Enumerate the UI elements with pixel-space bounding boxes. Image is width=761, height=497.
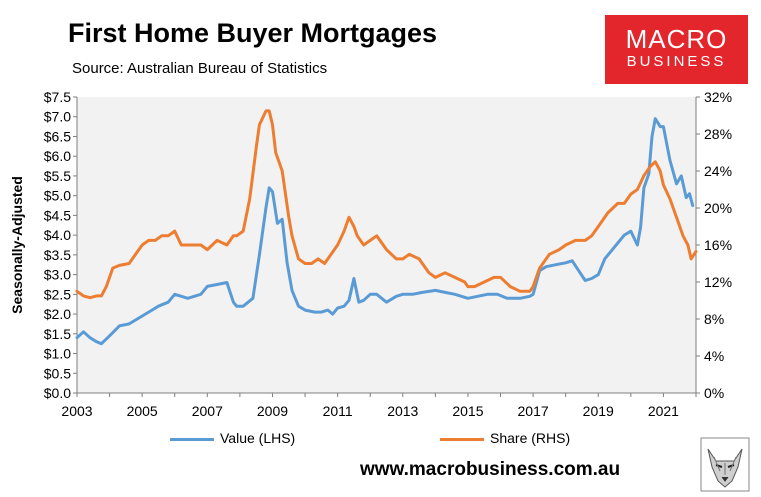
y2-tick-label: 32%	[704, 89, 732, 105]
y2-tick-label: 16%	[704, 237, 732, 253]
y2-tick-label: 20%	[704, 200, 732, 216]
y-tick-label: $1.0	[44, 346, 71, 362]
y-axis-label: Seasonally-Adjusted	[9, 176, 25, 314]
chart: Seasonally-Adjusted $0.0 $0.5 $1.0 $1.5 $2.0…	[9, 89, 732, 419]
y2-tick-label: 8%	[704, 311, 724, 327]
value-series-line	[75, 117, 695, 346]
x-axis-ticks: 2003 2005 2007 2009 2011 2013 2015 2017 2019 2021	[61, 393, 697, 419]
y-tick-label: $2.0	[44, 306, 71, 322]
x-tick-label: 2003	[61, 403, 92, 419]
x-tick-label: 2009	[257, 403, 288, 419]
wolf-logo-icon	[700, 437, 750, 492]
x-tick-label: 2019	[583, 403, 614, 419]
chart-title: First Home Buyer Mortgages	[68, 18, 438, 48]
website-footer: www.macrobusiness.com.au	[360, 459, 621, 480]
y2-tick-label: 0%	[704, 385, 724, 401]
macrobusiness-logo: MACRO BUSINESS	[605, 15, 748, 84]
x-tick-label: 2017	[518, 403, 549, 419]
x-tick-label: 2021	[648, 403, 679, 419]
logo-line-2: BUSINESS	[626, 53, 727, 70]
series-lines	[75, 109, 698, 346]
y2-tick-label: 4%	[704, 348, 724, 364]
legend-share-swatch	[440, 437, 484, 441]
legend-share: Share (RHS)	[440, 430, 570, 446]
legend-share-label: Share (RHS)	[490, 430, 571, 446]
chart-subtitle: Source: Australian Bureau of Statistics	[72, 60, 328, 77]
y-tick-label: $0.5	[44, 365, 71, 381]
legend-value-swatch	[170, 437, 214, 441]
y-axis-ticks: $0.0 $0.5 $1.0 $1.5 $2.0 $2.5 $3.0 $3.5 $4.0 $4.5…	[44, 89, 77, 401]
x-tick-label: 2015	[452, 403, 483, 419]
share-series-line	[75, 109, 698, 300]
y-tick-label: $6.5	[44, 128, 71, 144]
y-tick-label: $5.0	[44, 188, 71, 204]
x-tick-label: 2011	[323, 403, 353, 419]
y-tick-label: $7.5	[44, 89, 71, 105]
y-tick-label: $0.0	[44, 385, 71, 401]
y2-tick-label: 28%	[704, 126, 732, 142]
y2-tick-label: 24%	[704, 163, 732, 179]
y2-axis-ticks: 0% 4% 8% 12% 16% 20% 24% 28% 32%	[696, 89, 732, 401]
y-tick-label: $1.5	[44, 326, 71, 342]
y-tick-label: $3.0	[44, 267, 71, 283]
y-tick-label: $7.0	[44, 109, 71, 125]
logo-line-1: MACRO	[625, 24, 728, 54]
legend-value: Value (LHS)	[170, 430, 295, 446]
y-tick-label: $2.5	[44, 286, 71, 302]
y-tick-label: $5.5	[44, 168, 71, 184]
x-tick-label: 2005	[127, 403, 158, 419]
plot-area	[77, 97, 696, 393]
legend-value-label: Value (LHS)	[220, 430, 296, 446]
y2-tick-label: 12%	[704, 274, 732, 290]
x-tick-label: 2013	[387, 403, 418, 419]
y-tick-label: $4.0	[44, 227, 71, 243]
x-tick-label: 2007	[192, 403, 223, 419]
y-tick-label: $3.5	[44, 247, 71, 263]
y-tick-label: $4.5	[44, 207, 71, 223]
y-tick-label: $6.0	[44, 148, 71, 164]
